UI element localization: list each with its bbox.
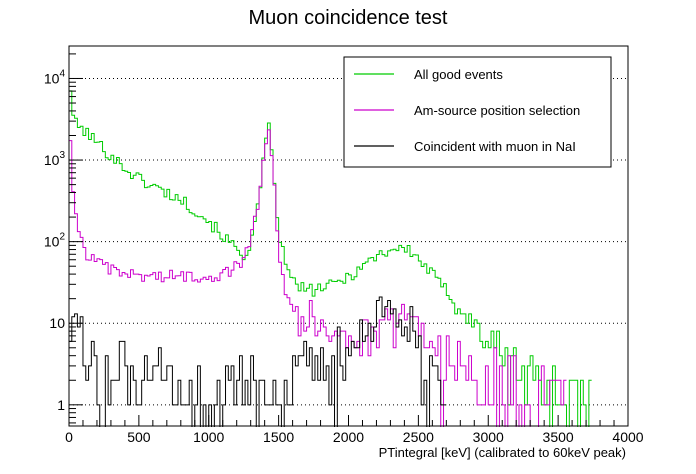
y-tick-label: 10: [49, 315, 65, 331]
series-path: [69, 129, 567, 429]
x-tick-label: 1500: [263, 429, 294, 445]
legend: All good events Am-source position select…: [343, 56, 612, 168]
series-path: [69, 296, 447, 429]
legend-label: Am-source position selection: [414, 103, 580, 118]
x-tick-label: 4000: [612, 429, 643, 445]
series-layer: [0, 90, 696, 474]
x-tick-label: 500: [127, 429, 151, 445]
x-tick-label: 3000: [473, 429, 504, 445]
y-tick-label: 102: [44, 232, 66, 250]
series-coincident-with-muon-in-nai: [69, 296, 447, 429]
x-axis-label: PTintegral [keV] (calibrated to 60keV pe…: [379, 445, 626, 460]
legend-label: All good events: [414, 67, 503, 82]
below-axis-mask: [0, 427, 696, 474]
axes: 1 10 102 103 104 0 500 1000 1500 2000 2500 3000 3500…: [44, 53, 644, 445]
x-tick-label: 2000: [333, 429, 364, 445]
legend-label: Coincident with muon in NaI: [414, 139, 576, 154]
x-tick-label: 2500: [403, 429, 434, 445]
legend-box: [343, 56, 612, 168]
y-tick-label: 103: [44, 150, 66, 168]
series-all-good-events: [69, 90, 592, 429]
series-am-source-position-selection: [69, 129, 567, 429]
series-path: [69, 90, 592, 429]
chart-title: Muon coincidence test: [248, 7, 447, 29]
y-tick-label: 104: [44, 68, 66, 86]
x-tick-label: 1000: [193, 429, 224, 445]
y-tick-label: 1: [57, 397, 65, 413]
x-tick-label: 0: [65, 429, 73, 445]
x-tick-label: 3500: [543, 429, 574, 445]
